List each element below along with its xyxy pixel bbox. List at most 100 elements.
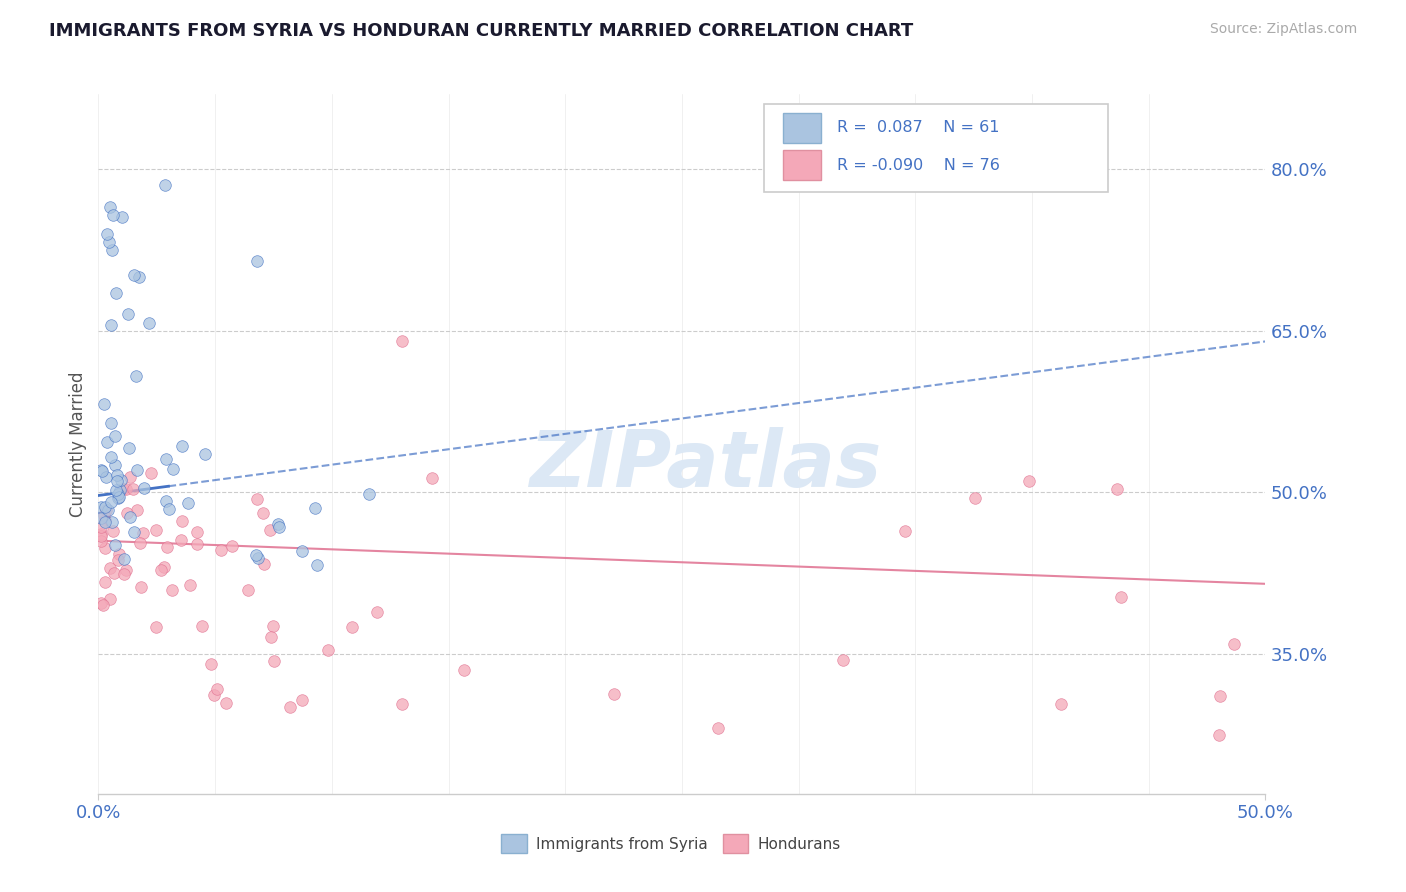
Point xyxy=(1209,689,1232,703)
Point xyxy=(105,467,128,482)
Point xyxy=(186,537,208,551)
Point xyxy=(125,369,148,384)
Point xyxy=(707,722,730,736)
Point xyxy=(131,580,153,594)
Point xyxy=(125,503,148,517)
Point xyxy=(307,558,329,573)
Point xyxy=(98,591,121,606)
Point xyxy=(236,582,259,597)
FancyBboxPatch shape xyxy=(723,834,748,854)
Point xyxy=(214,696,236,710)
Point xyxy=(108,548,131,562)
Point xyxy=(98,561,121,575)
Point xyxy=(267,520,290,534)
Point xyxy=(247,550,270,565)
Point xyxy=(100,318,122,333)
Point xyxy=(120,510,142,524)
Point xyxy=(107,553,129,567)
Point xyxy=(391,334,413,349)
Point xyxy=(127,463,149,477)
Point xyxy=(157,501,180,516)
Point xyxy=(94,503,117,517)
Point xyxy=(1050,697,1073,711)
Point xyxy=(103,208,125,222)
Point xyxy=(96,227,118,241)
Point xyxy=(366,605,388,619)
Point xyxy=(114,566,136,581)
Point xyxy=(104,538,127,552)
Point xyxy=(90,500,112,515)
Point xyxy=(96,434,118,449)
Point xyxy=(115,563,138,577)
Point xyxy=(246,253,269,268)
Text: Hondurans: Hondurans xyxy=(758,837,841,852)
Point xyxy=(90,596,112,610)
Point xyxy=(186,524,208,539)
Point xyxy=(263,654,285,668)
Point xyxy=(170,533,193,547)
Point xyxy=(253,558,276,572)
Point xyxy=(122,482,145,496)
Point xyxy=(112,552,135,566)
Point xyxy=(105,475,128,489)
Point xyxy=(152,560,174,574)
Point xyxy=(93,508,115,522)
Point xyxy=(179,578,201,592)
Point xyxy=(132,481,155,495)
Point xyxy=(420,471,443,485)
Point xyxy=(90,534,112,549)
Point xyxy=(291,543,314,558)
Point xyxy=(108,483,131,497)
FancyBboxPatch shape xyxy=(501,834,527,854)
Point xyxy=(118,441,141,455)
Point xyxy=(104,285,127,300)
Point xyxy=(90,526,112,541)
Point xyxy=(200,657,222,671)
Point xyxy=(129,536,152,550)
Point xyxy=(453,663,475,677)
FancyBboxPatch shape xyxy=(763,104,1108,192)
Point xyxy=(100,450,122,464)
Point xyxy=(209,542,232,557)
Point xyxy=(110,473,132,487)
Point xyxy=(252,506,274,520)
Point xyxy=(280,700,302,714)
Point xyxy=(90,511,112,525)
Point xyxy=(111,211,134,225)
Point xyxy=(101,524,124,538)
Point xyxy=(114,482,136,496)
Point xyxy=(94,516,117,530)
Point xyxy=(1223,636,1246,650)
Text: Source: ZipAtlas.com: Source: ZipAtlas.com xyxy=(1209,22,1357,37)
Point xyxy=(107,491,129,505)
Point xyxy=(155,451,177,466)
Point xyxy=(103,566,125,580)
Point xyxy=(259,523,281,537)
Y-axis label: Currently Married: Currently Married xyxy=(69,371,87,516)
Point xyxy=(190,619,212,633)
Point xyxy=(262,619,284,633)
Point xyxy=(172,439,194,453)
Point xyxy=(162,461,184,475)
Point xyxy=(101,243,124,257)
FancyBboxPatch shape xyxy=(783,151,821,180)
Point xyxy=(340,620,363,634)
Point xyxy=(894,524,917,538)
Point xyxy=(101,515,124,529)
Point xyxy=(221,539,243,553)
Point xyxy=(108,490,131,504)
Point xyxy=(138,316,160,330)
Point xyxy=(391,697,413,711)
Point xyxy=(98,235,121,250)
Point xyxy=(150,564,173,578)
Text: R = -0.090    N = 76: R = -0.090 N = 76 xyxy=(837,158,1000,173)
Point xyxy=(145,523,167,537)
Text: Immigrants from Syria: Immigrants from Syria xyxy=(536,837,707,852)
Point xyxy=(90,463,112,477)
Text: R =  0.087    N = 61: R = 0.087 N = 61 xyxy=(837,120,1000,136)
Point xyxy=(93,599,115,613)
Text: ZIPatlas: ZIPatlas xyxy=(529,426,882,503)
Point xyxy=(93,397,115,411)
Point xyxy=(94,470,117,484)
Point xyxy=(202,688,225,702)
